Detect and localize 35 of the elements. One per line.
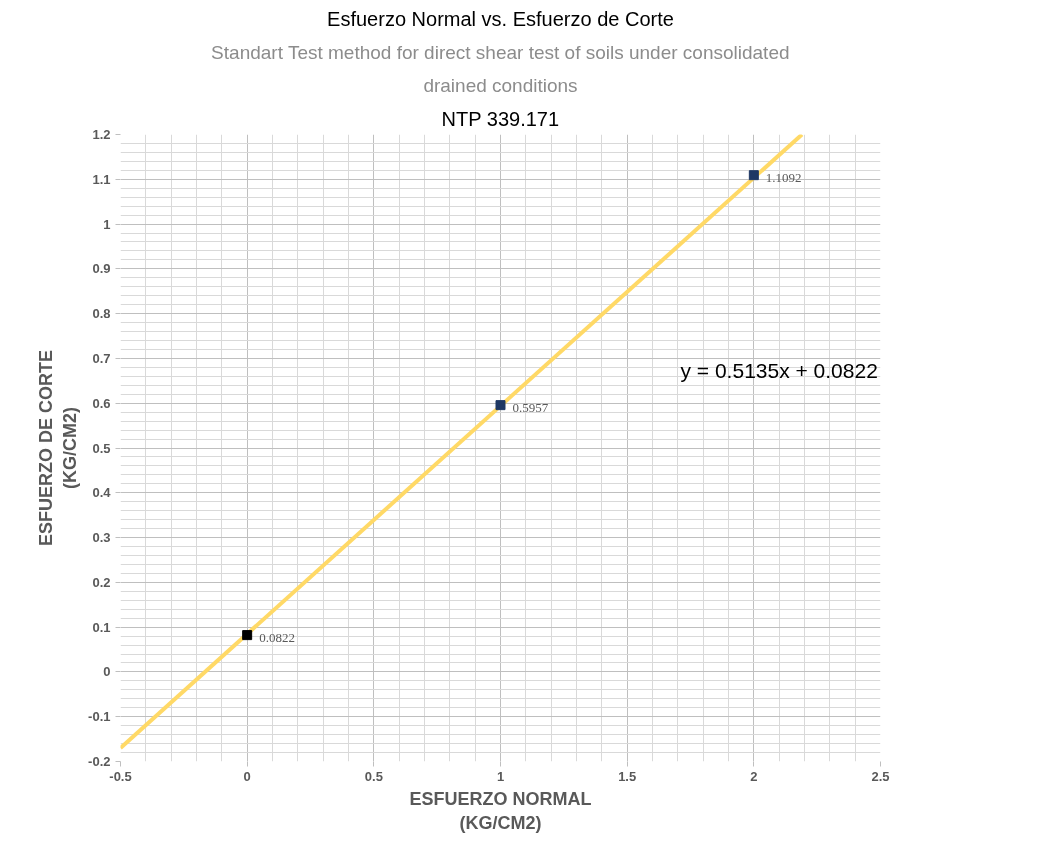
y-tick-label: -0.2: [88, 754, 111, 769]
y-tick-label: 0.7: [92, 350, 111, 366]
point: [495, 400, 506, 411]
y-tick-label: 1.1: [92, 171, 111, 187]
y-tick-label: -0.1: [88, 709, 111, 725]
y-tick-label: 0.8: [92, 306, 111, 322]
x-tick-label: -0.5: [109, 768, 132, 784]
y-tick-label: 1.2: [92, 127, 111, 142]
y-axis-title: ESFUERZO DE CORTE (KG/CM2): [36, 349, 81, 547]
y-tick-label: 0.5: [92, 440, 111, 456]
data-label: 0.5957: [512, 400, 549, 416]
y-tick-label: 0.9: [92, 261, 111, 277]
y-tick-label: 1: [103, 216, 111, 232]
x-tick-label: 1.5: [618, 768, 637, 784]
data-label: 1.1092: [765, 170, 802, 186]
y-tick-label: 0.2: [92, 574, 111, 590]
text: Standart Test method for direct shear test of soils under consolidated: [211, 41, 790, 63]
text: drained conditions: [423, 74, 578, 96]
x-tick-label: 1: [496, 768, 505, 784]
y-tick-label: 0.1: [92, 619, 111, 635]
y-tick-label: 0.3: [92, 530, 111, 546]
y-tick-label: 0.4: [92, 485, 112, 501]
x-tick-label: 0.5: [364, 768, 383, 784]
chart-title: Esfuerzo Normal vs. Esfuerzo de Corte: [327, 7, 674, 30]
x-tick-label: 2.5: [871, 768, 890, 784]
point: [748, 170, 759, 181]
text: NTP 339.171: [441, 107, 560, 130]
annotation: y = 0.5135x + 0.0822: [680, 358, 878, 382]
x-tick-label: 0: [243, 768, 251, 784]
y-tick-label: 0: [103, 664, 111, 680]
y-tick-label: 0.6: [92, 395, 111, 411]
x-tick-label: 2: [750, 768, 758, 784]
x-axis-title: ESFUERZO NORMAL (KG/CM2): [409, 788, 592, 833]
point: [242, 630, 253, 641]
data-label: 0.0822: [259, 630, 295, 646]
